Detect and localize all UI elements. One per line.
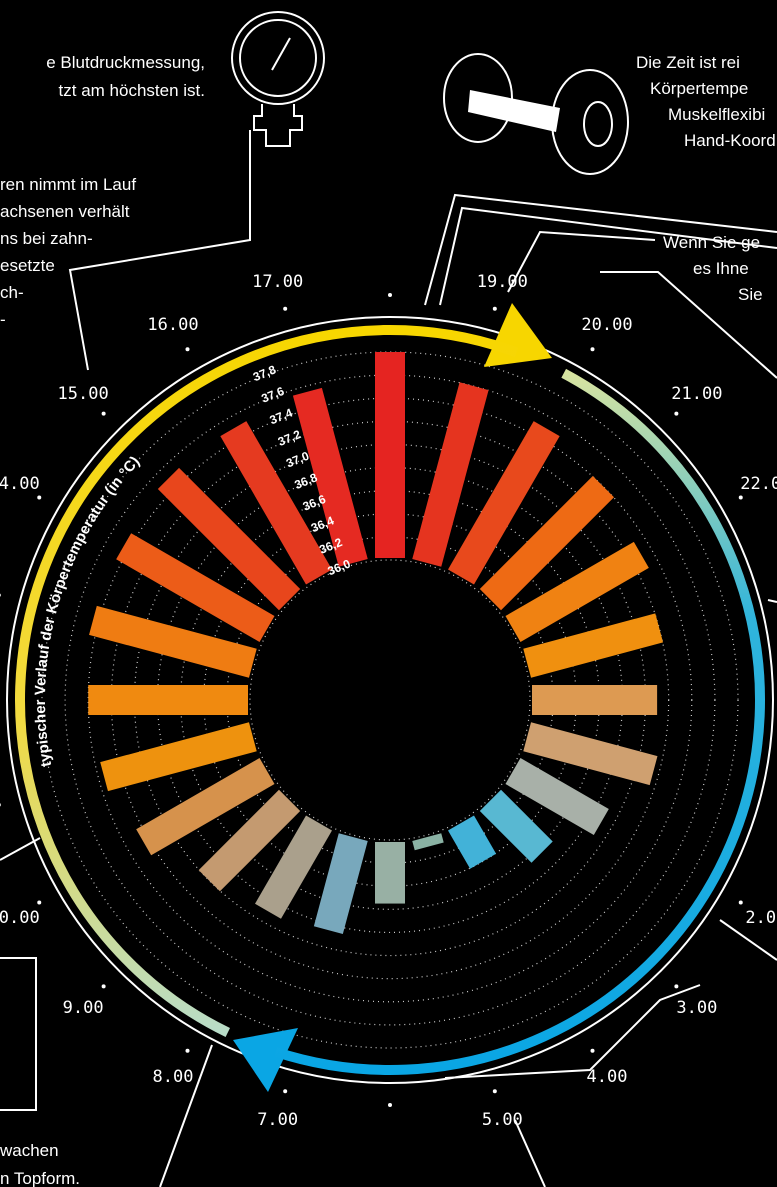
hour-dot bbox=[102, 412, 106, 416]
icon-box bbox=[0, 958, 36, 1110]
hour-label: 14.00 bbox=[0, 474, 40, 494]
dumbbell-bar bbox=[468, 90, 560, 132]
hour-label: 8.00 bbox=[153, 1067, 194, 1087]
r-tick-label: 37,0 bbox=[284, 449, 311, 471]
bar bbox=[314, 833, 368, 934]
hour-label: 5.00 bbox=[482, 1110, 523, 1130]
hour-dot bbox=[739, 901, 743, 905]
axis-title: typischer Verlauf der Körpertemperatur (… bbox=[32, 453, 143, 768]
hour-dot bbox=[674, 984, 678, 988]
hour-dot bbox=[283, 1089, 287, 1093]
annotation: es Ihne bbox=[693, 259, 749, 278]
hour-dot bbox=[37, 496, 41, 500]
hour-dot bbox=[388, 1103, 392, 1107]
hour-label: 20.00 bbox=[581, 315, 632, 335]
hour-label: 10.00 bbox=[0, 908, 40, 928]
bracket bbox=[768, 600, 777, 602]
annotation: ren nimmt im Lauf bbox=[0, 175, 136, 194]
annotation: - bbox=[0, 310, 6, 329]
annotation: ch- bbox=[0, 283, 24, 302]
hour-dot bbox=[493, 307, 497, 311]
hour-label: 7.00 bbox=[257, 1110, 298, 1130]
hour-label: 21.00 bbox=[671, 384, 722, 404]
bar bbox=[375, 842, 405, 904]
arrow-head bbox=[484, 303, 552, 367]
inner-disk bbox=[252, 562, 528, 838]
annotation: Muskelflexibi bbox=[668, 105, 765, 124]
r-tick-label: 37,8 bbox=[251, 362, 278, 384]
annotation: Wenn Sie ge bbox=[663, 233, 760, 252]
hour-dot bbox=[493, 1089, 497, 1093]
bar bbox=[88, 685, 248, 715]
hour-label: 19.00 bbox=[477, 272, 528, 292]
r-tick-label: 37,2 bbox=[276, 427, 303, 449]
annotation: n Topform. bbox=[0, 1169, 80, 1187]
hour-label: 4.00 bbox=[587, 1067, 628, 1087]
annotation: tzt am höchsten ist. bbox=[59, 81, 205, 100]
dumbbell-hub bbox=[584, 102, 612, 146]
r-tick-label: 37,4 bbox=[268, 405, 295, 427]
hour-dot bbox=[591, 347, 595, 351]
annotation: wachen bbox=[0, 1141, 59, 1160]
hour-dot bbox=[186, 1049, 190, 1053]
r-tick-label: 37,6 bbox=[259, 384, 286, 406]
hour-dot bbox=[102, 984, 106, 988]
annotation: achsenen verhält bbox=[0, 202, 130, 221]
hour-dot bbox=[0, 803, 1, 807]
annotation: esetzte bbox=[0, 256, 55, 275]
bar bbox=[375, 352, 405, 558]
hour-dot bbox=[739, 496, 743, 500]
hour-dot bbox=[186, 347, 190, 351]
hour-dot bbox=[283, 307, 287, 311]
hour-label: 2.00 bbox=[745, 908, 777, 928]
dumbbell-weight bbox=[552, 70, 628, 174]
hour-label: 9.00 bbox=[63, 998, 104, 1018]
hour-label: 16.00 bbox=[147, 315, 198, 335]
bar bbox=[412, 833, 443, 850]
annotation: e Blutdruckmessung, bbox=[46, 53, 205, 72]
annotation: Die Zeit ist rei bbox=[636, 53, 740, 72]
bar bbox=[448, 815, 496, 868]
hour-dot bbox=[37, 901, 41, 905]
bracket bbox=[445, 985, 700, 1078]
annotation: ns bei zahn- bbox=[0, 229, 93, 248]
hour-label: 22.00 bbox=[740, 474, 777, 494]
hour-dot bbox=[591, 1049, 595, 1053]
hour-dot bbox=[674, 412, 678, 416]
hour-label: 17.00 bbox=[252, 272, 303, 292]
leader-line bbox=[508, 232, 655, 292]
hour-label: 3.00 bbox=[676, 998, 717, 1018]
annotation: Körpertempe bbox=[650, 79, 748, 98]
annotation: Hand-Koord bbox=[684, 131, 776, 150]
hour-dot bbox=[0, 593, 1, 597]
chart: e Blutdruckmessung, tzt am höchsten ist. r… bbox=[0, 0, 777, 1187]
bar bbox=[532, 685, 657, 715]
annotation: Sie bbox=[738, 285, 763, 304]
hour-dot bbox=[388, 293, 392, 297]
axis-title: typischer Verlauf der Körpertemperatur (… bbox=[32, 453, 143, 768]
page: {"chart_data": { "type": "radial_bar", "… bbox=[0, 0, 777, 1187]
hour-label: 15.00 bbox=[58, 384, 109, 404]
